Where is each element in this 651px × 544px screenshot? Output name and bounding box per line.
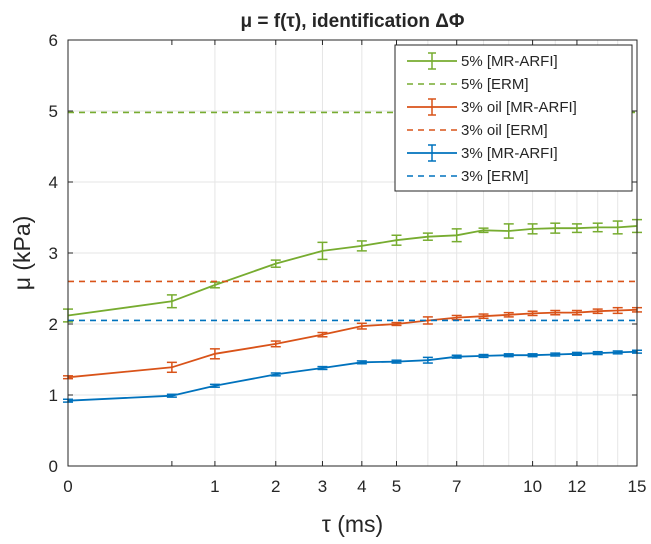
legend: 5% [MR-ARFI] 5% [ERM] 3% oil [MR-ARFI] 3% o… [394,44,633,192]
legend-entry: 3% [MR-ARFI] [407,144,558,162]
legend-entry: 3% [ERM] [407,168,529,185]
legend-label: 5% [ERM] [461,76,529,93]
ticks [67,39,638,467]
y-tick-label: 3 [49,244,58,263]
chart-title: μ = f(τ), identification ΔΦ [240,11,464,32]
x-tick-label: 15 [628,477,647,496]
legend-label: 3% oil [MR-ARFI] [461,99,577,116]
x-tick-label: 1 [210,477,219,496]
legend-label: 3% [ERM] [461,168,529,185]
x-tick-label: 12 [567,477,586,496]
x-tick-label: 10 [523,477,542,496]
x-axis-label: τ (ms) [322,511,383,537]
y-tick-label: 5 [49,102,58,121]
y-axis-label: μ (kPa) [9,216,35,291]
legend-entry: 5% [ERM] [407,76,529,93]
y-tick-label: 0 [49,457,58,476]
x-tick-label: 0 [63,477,72,496]
legend-label: 3% [MR-ARFI] [461,145,558,162]
legend-entry: 3% oil [MR-ARFI] [407,98,577,116]
legend-entry: 3% oil [ERM] [407,122,548,139]
x-tick-label: 5 [392,477,401,496]
x-tick-label: 2 [271,477,280,496]
legend-entry: 5% [MR-ARFI] [407,52,558,70]
y-tick-label: 1 [49,386,58,405]
y-tick-label: 6 [49,31,58,50]
series-group [63,218,642,323]
y-tick-label: 2 [49,315,58,334]
x-tick-label: 4 [357,477,366,496]
y-tick-label: 4 [49,173,58,192]
series-group [63,349,642,403]
legend-label: 3% oil [ERM] [461,122,548,139]
x-tick-label: 3 [318,477,327,496]
x-tick-label: 7 [452,477,461,496]
series-group [63,306,642,380]
legend-label: 5% [MR-ARFI] [461,53,558,70]
